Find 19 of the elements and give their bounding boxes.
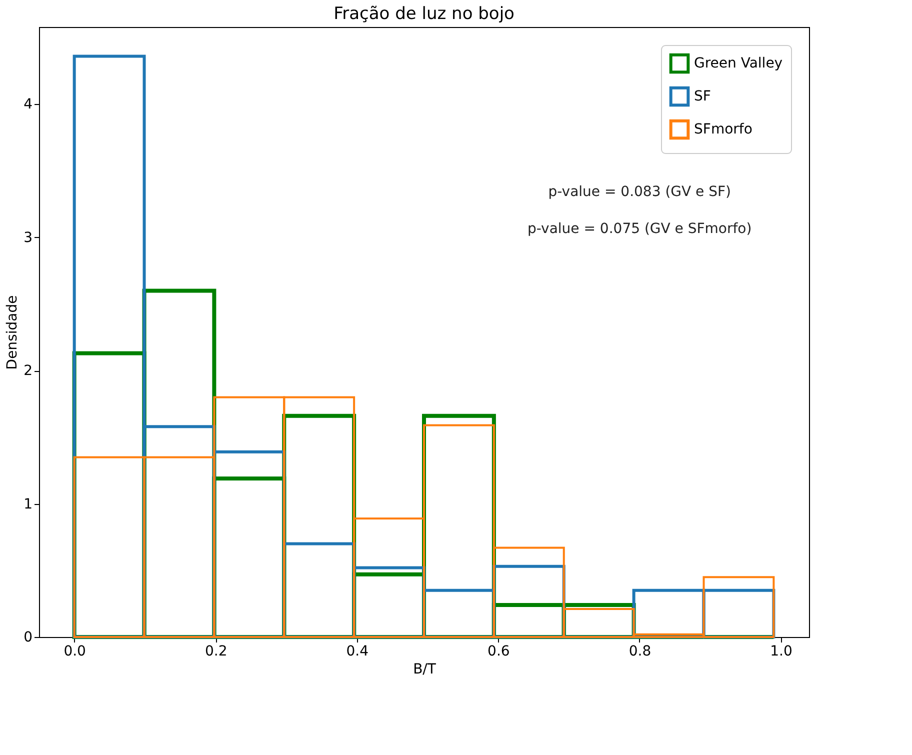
y-tick-label: 0 (24, 630, 32, 646)
x-axis-title: B/T (413, 662, 436, 678)
annotation: p-value = 0.083 (GV e SF) (548, 184, 731, 200)
annotation: p-value = 0.075 (GV e SFmorfo) (527, 221, 752, 237)
x-tick-label: 0.6 (488, 644, 510, 660)
y-tick-label: 4 (24, 96, 33, 113)
y-axis-title: Densidade (4, 295, 21, 370)
x-tick-label: 0.2 (204, 644, 228, 660)
chart-title: Fração de luz no bojo (334, 4, 514, 24)
y-tick-label: 2 (24, 363, 32, 380)
x-tick-label: 0.4 (346, 644, 369, 660)
x-tick-label: 0.8 (628, 644, 652, 660)
x-tick-label: 0.0 (64, 644, 86, 660)
x-tick-label: 1.0 (770, 644, 792, 660)
legend-label: SFmorfo (694, 122, 752, 138)
legend-label: Green Valley (694, 56, 783, 72)
y-tick-label: 1 (24, 496, 32, 512)
y-tick-label: 3 (24, 230, 32, 246)
legend-label: SF (694, 88, 711, 104)
